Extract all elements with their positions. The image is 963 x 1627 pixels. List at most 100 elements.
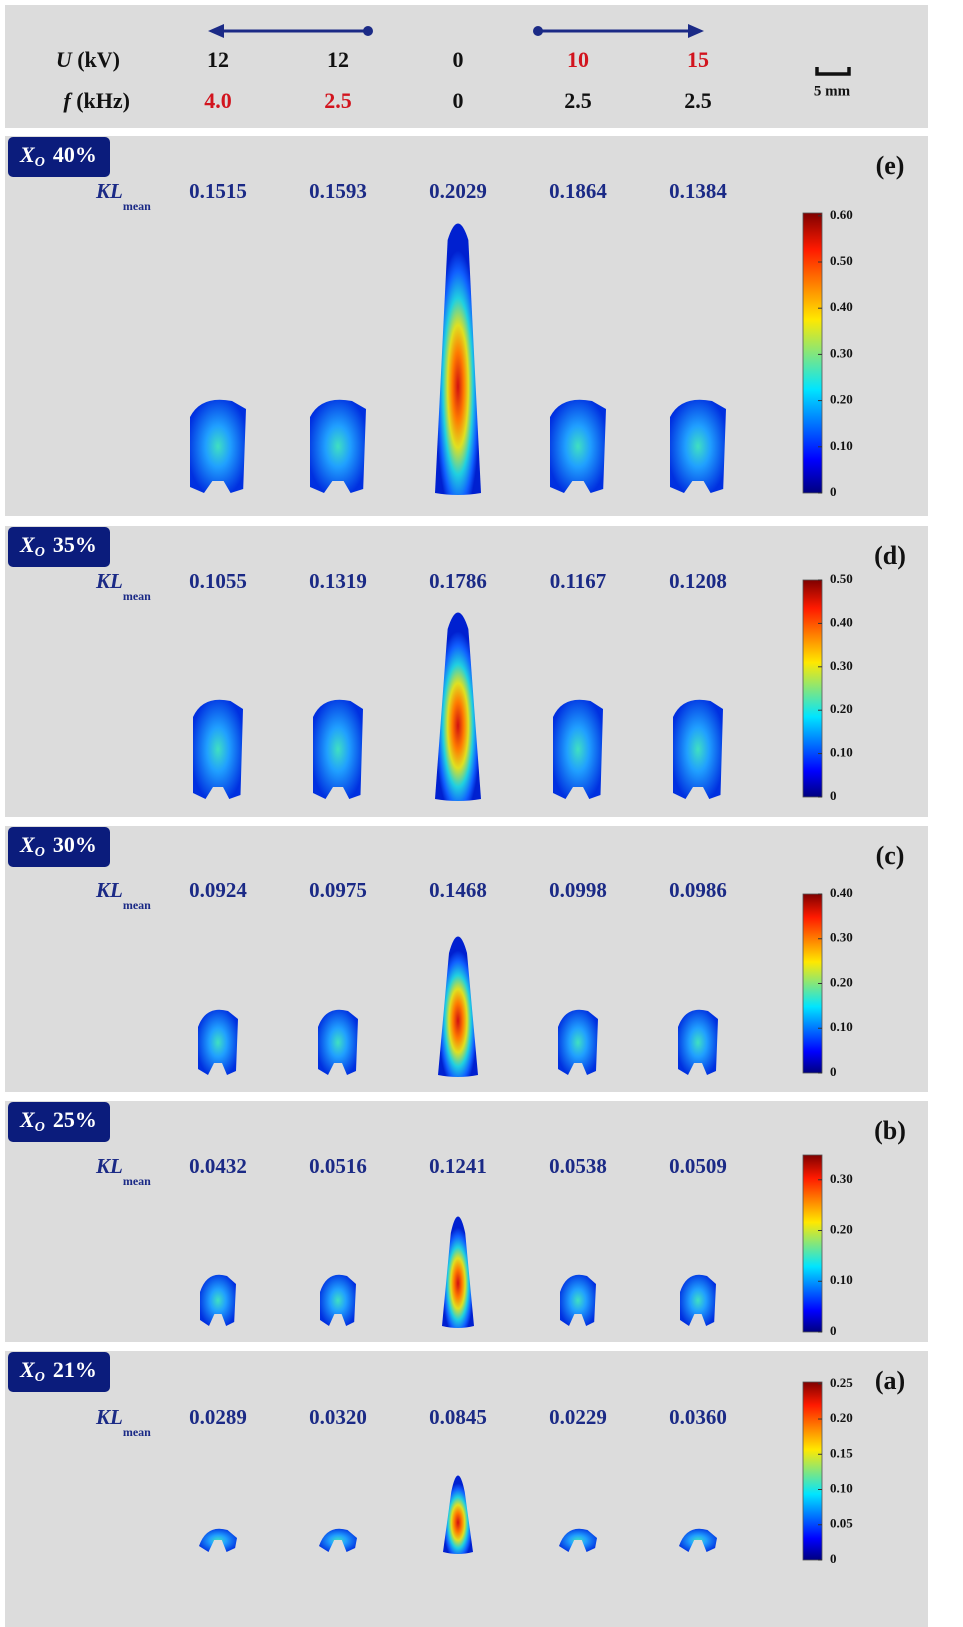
- colorbar-tick-label: 0: [830, 1551, 837, 1566]
- kl-subscript: mean: [123, 589, 151, 603]
- x-subscript: O: [35, 155, 45, 170]
- colorbar-tick-label: 0.20: [830, 701, 853, 716]
- f-value: 2.5: [684, 88, 712, 113]
- flame-image: [553, 700, 603, 799]
- colorbar-tick-label: 0.40: [830, 299, 853, 314]
- colorbar-tick-label: 0.50: [830, 253, 853, 268]
- f-label: f (kHz): [63, 88, 130, 113]
- kl-value: 0.0538: [549, 1154, 607, 1178]
- colorbar-tick-label: 0.40: [830, 885, 853, 900]
- flame-image: [310, 400, 366, 493]
- fraction: 30%: [53, 832, 97, 857]
- kl-value: 0.1055: [189, 569, 247, 593]
- kl-symbol: KL: [95, 179, 123, 203]
- f-unit: (kHz): [76, 88, 130, 113]
- u-value: 15: [687, 47, 709, 72]
- kl-symbol: KL: [95, 1405, 123, 1429]
- colorbar-tick-label: 0: [830, 484, 837, 499]
- kl-subscript: mean: [123, 1174, 151, 1188]
- header-background: [5, 5, 928, 128]
- arrow-dot: [533, 26, 543, 36]
- f-value: 2.5: [324, 88, 352, 113]
- x-symbol: X: [19, 832, 36, 857]
- colorbar-tick-label: 0.30: [830, 1171, 853, 1186]
- f-value: 4.0: [204, 88, 232, 113]
- u-unit: (kV): [77, 47, 120, 72]
- colorbar-tick-label: 0.10: [830, 745, 853, 760]
- kl-value: 0.1864: [549, 179, 607, 203]
- f-value: 2.5: [564, 88, 592, 113]
- kl-value: 0.0289: [189, 1405, 247, 1429]
- panel-label: XO 35%: [19, 532, 97, 560]
- kl-value: 0.1515: [189, 179, 247, 203]
- u-symbol: U: [56, 47, 73, 72]
- colorbar: [803, 1155, 822, 1332]
- kl-value: 0.2029: [429, 179, 487, 203]
- kl-value: 0.0432: [189, 1154, 247, 1178]
- colorbar: [803, 213, 822, 493]
- colorbar-tick-label: 0.30: [830, 658, 853, 673]
- flame-image: [193, 700, 243, 799]
- colorbar-tick-label: 0.10: [830, 438, 853, 453]
- kl-value: 0.1384: [669, 179, 727, 203]
- colorbar-tick-label: 0.15: [830, 1445, 853, 1460]
- colorbar-tick-label: 0.30: [830, 930, 853, 945]
- fraction: 25%: [53, 1107, 97, 1132]
- kl-subscript: mean: [123, 898, 151, 912]
- flame-image: [670, 400, 726, 493]
- colorbar-tick-label: 0: [830, 788, 837, 803]
- colorbar-tick-label: 0.10: [830, 1272, 853, 1287]
- panel-letter: (a): [875, 1366, 905, 1395]
- colorbar-tick-label: 0: [830, 1064, 837, 1079]
- colorbar-tick-label: 0.20: [830, 974, 853, 989]
- panel-letter: (d): [874, 541, 906, 570]
- colorbar-tick-label: 0.10: [830, 1019, 853, 1034]
- colorbar-tick-label: 0.20: [830, 392, 853, 407]
- kl-value: 0.0360: [669, 1405, 727, 1429]
- kl-subscript: mean: [123, 1425, 151, 1439]
- panel-letter: (e): [876, 151, 905, 180]
- f-symbol: f: [63, 88, 73, 113]
- kl-value: 0.0229: [549, 1405, 607, 1429]
- x-symbol: X: [19, 532, 36, 557]
- x-symbol: X: [19, 1357, 36, 1382]
- panel-letter: (b): [874, 1116, 906, 1145]
- kl-value: 0.1468: [429, 878, 487, 902]
- kl-value: 0.0986: [669, 878, 727, 902]
- u-value: 12: [327, 47, 349, 72]
- colorbar-tick-label: 0: [830, 1323, 837, 1338]
- figure: U (kV) f (kHz) 5 mm 124.0122.500102.5152…: [0, 0, 963, 1627]
- kl-subscript: mean: [123, 199, 151, 213]
- x-symbol: X: [19, 1107, 36, 1132]
- x-subscript: O: [35, 545, 45, 560]
- f-value: 0: [453, 88, 464, 113]
- kl-value: 0.1208: [669, 569, 727, 593]
- flame-image: [673, 700, 723, 799]
- colorbar-tick-label: 0.25: [830, 1375, 853, 1390]
- fraction: 21%: [53, 1357, 97, 1382]
- scale-label: 5 mm: [814, 83, 851, 99]
- kl-value: 0.1167: [550, 569, 607, 593]
- kl-symbol: KL: [95, 878, 123, 902]
- colorbar-tick-label: 0.50: [830, 571, 853, 586]
- panel-label: XO 30%: [19, 832, 97, 860]
- colorbar-tick-label: 0.20: [830, 1410, 853, 1425]
- colorbar-tick-label: 0.60: [830, 207, 853, 222]
- u-label: U (kV): [56, 47, 120, 72]
- kl-value: 0.0924: [189, 878, 247, 902]
- kl-value: 0.1593: [309, 179, 367, 203]
- flame-image: [550, 400, 606, 493]
- kl-symbol: KL: [95, 1154, 123, 1178]
- kl-value: 0.1319: [309, 569, 367, 593]
- panel-background: [5, 1351, 928, 1627]
- colorbar: [803, 580, 822, 797]
- colorbar: [803, 1382, 822, 1560]
- kl-value: 0.0516: [309, 1154, 367, 1178]
- u-value: 12: [207, 47, 229, 72]
- flame-image: [313, 700, 363, 799]
- kl-symbol: KL: [95, 569, 123, 593]
- x-subscript: O: [35, 845, 45, 860]
- fraction: 35%: [53, 532, 97, 557]
